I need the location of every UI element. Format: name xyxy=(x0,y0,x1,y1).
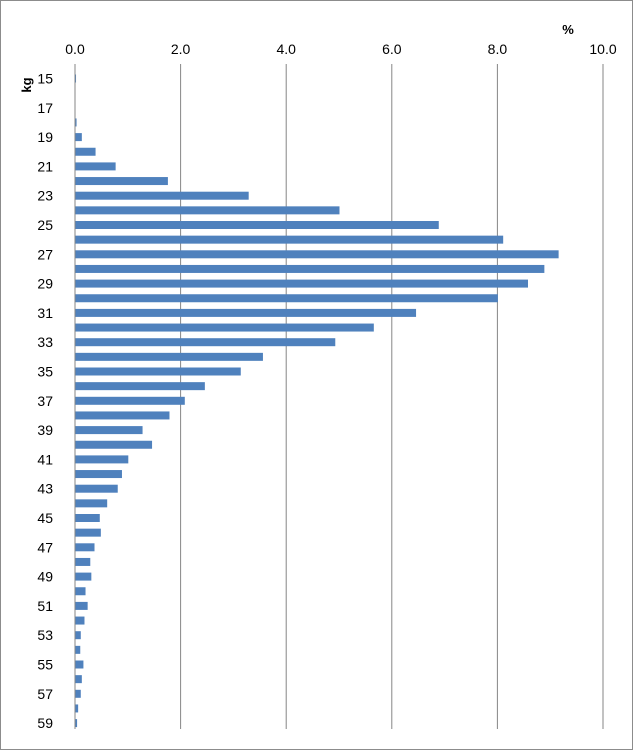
bar-24 xyxy=(75,206,340,215)
bar-47 xyxy=(75,543,95,552)
bar-40 xyxy=(75,440,153,449)
bar-32 xyxy=(75,323,374,332)
y-tick-label: 17 xyxy=(37,100,53,116)
x-tick-label: 10.0 xyxy=(589,41,616,57)
bar-23 xyxy=(75,191,249,200)
bar-29 xyxy=(75,279,528,288)
y-tick-label: 33 xyxy=(37,334,53,350)
y-tick-label: 49 xyxy=(37,569,53,585)
bar-30 xyxy=(75,294,498,303)
bar-45 xyxy=(75,514,100,522)
y-tick-label: 27 xyxy=(37,246,53,262)
y-tick-label: 39 xyxy=(37,422,53,438)
y-tick-label: 21 xyxy=(37,158,53,174)
y-tick-label: 35 xyxy=(37,364,53,380)
bar-37 xyxy=(75,396,185,405)
bar-51 xyxy=(75,601,88,610)
x-tick-label: 4.0 xyxy=(276,41,296,57)
y-tick-labels: 15 17 19 21 23 25 27 29 31 33 35 37 39 41 43 45 47 49 51 53… xyxy=(37,71,53,732)
y-tick-label: 37 xyxy=(37,393,53,409)
y-tick-label: 57 xyxy=(37,686,53,702)
bars xyxy=(75,74,559,728)
bar-28 xyxy=(75,264,545,273)
y-tick-label: 53 xyxy=(37,627,53,643)
y-tick-label: 29 xyxy=(37,276,53,292)
y-tick-label: 15 xyxy=(37,71,53,87)
y-tick-label: 31 xyxy=(37,305,53,321)
bar-58 xyxy=(75,704,79,713)
x-tick-label: 2.0 xyxy=(171,41,191,57)
bar-41 xyxy=(75,455,129,464)
bar-18 xyxy=(75,118,77,127)
bar-42 xyxy=(75,470,122,479)
y-tick-label: 41 xyxy=(37,451,53,467)
y-tick-label: 19 xyxy=(37,129,53,145)
bar-19 xyxy=(75,133,82,142)
y-tick-label: 59 xyxy=(37,715,53,731)
bar-38 xyxy=(75,411,170,420)
x-tick-labels: 0.0 2.0 4.0 6.0 8.0 10.0 xyxy=(65,41,617,57)
bar-36 xyxy=(75,382,205,391)
y-tick-label: 47 xyxy=(37,539,53,555)
y-tick-label: 43 xyxy=(37,481,53,497)
bar-33 xyxy=(75,338,336,347)
bar-35 xyxy=(75,367,241,376)
y-tick-label: 51 xyxy=(37,598,53,614)
x-tick-label: 0.0 xyxy=(65,41,85,57)
x-axis-unit-label: % xyxy=(562,22,574,37)
x-tick-label: 6.0 xyxy=(382,41,402,57)
bar-56 xyxy=(75,675,82,684)
bar-39 xyxy=(75,426,143,435)
bar-48 xyxy=(75,557,91,566)
bar-55 xyxy=(75,660,84,669)
bar-53 xyxy=(75,631,81,640)
bar-26 xyxy=(75,235,504,244)
bar-52 xyxy=(75,616,85,625)
y-tick-label: 25 xyxy=(37,217,53,233)
bar-49 xyxy=(75,572,92,581)
bar-27 xyxy=(75,250,559,259)
bar-22 xyxy=(75,177,168,186)
bar-21 xyxy=(75,162,116,171)
gridlines xyxy=(74,64,604,729)
bar-54 xyxy=(75,645,81,654)
bar-59 xyxy=(75,719,78,728)
bar-34 xyxy=(75,352,263,361)
bar-57 xyxy=(75,689,81,698)
bar-31 xyxy=(75,308,417,317)
bar-44 xyxy=(75,499,108,508)
y-tick-label: 23 xyxy=(37,188,53,204)
y-axis-unit-label: kg xyxy=(19,77,34,92)
bar-43 xyxy=(75,484,118,493)
y-tick-label: 45 xyxy=(37,510,53,526)
bar-15 xyxy=(75,74,77,83)
bar-25 xyxy=(75,221,439,229)
bar-50 xyxy=(75,587,86,596)
x-tick-label: 8.0 xyxy=(488,41,508,57)
bar-46 xyxy=(75,528,101,537)
y-tick-label: 55 xyxy=(37,657,53,673)
bar-20 xyxy=(75,147,96,156)
